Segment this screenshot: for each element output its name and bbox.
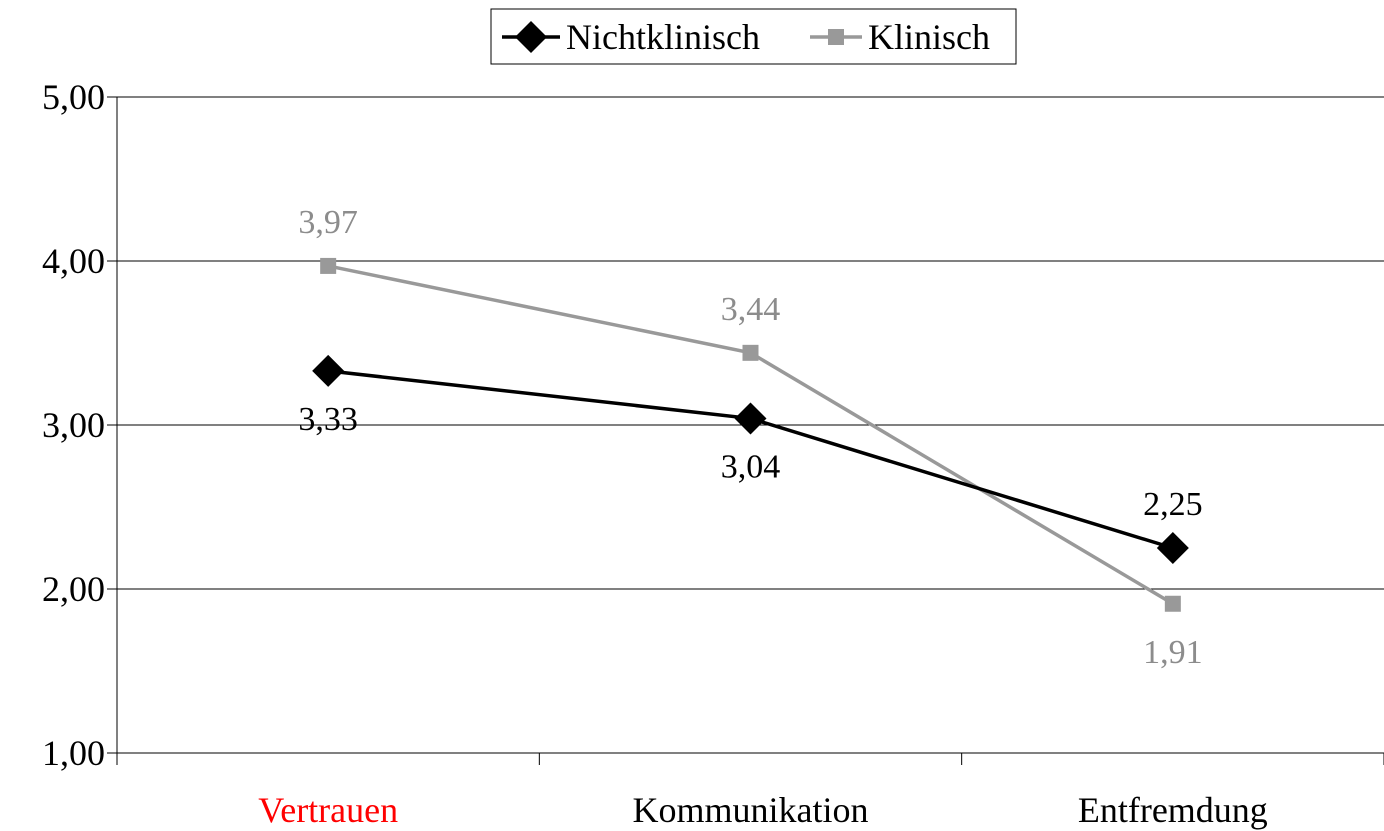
x-tick-label: Vertrauen [258, 790, 398, 830]
axes [116, 97, 1384, 754]
series-group [312, 257, 1189, 612]
data-label: 3,04 [721, 448, 781, 485]
diamond-marker [1156, 532, 1189, 564]
x-tick-label: Entfremdung [1078, 790, 1268, 830]
diamond-marker [734, 402, 767, 435]
square-marker [828, 29, 844, 45]
diamond-marker [312, 354, 345, 387]
data-label: 1,91 [1143, 634, 1203, 671]
data-label: 3,33 [298, 401, 358, 438]
y-tick-label: 1,00 [42, 733, 105, 773]
legend-box [490, 8, 1017, 65]
data-label: 3,44 [721, 291, 781, 328]
data-labels-group: 3,97 3,44 1,91 3,33 3,04 2,25 [298, 204, 1202, 671]
legend-label: Nichtklinisch [566, 17, 760, 57]
y-tick-label: 4,00 [42, 241, 105, 281]
y-tick-labels: 1,00 2,00 3,00 4,00 5,00 [42, 77, 105, 773]
square-marker [1164, 595, 1181, 612]
legend: Nichtklinisch Klinisch [490, 8, 1017, 65]
diamond-marker [515, 21, 547, 53]
x-tick-labels: Vertrauen Kommunikation Entfremdung [258, 790, 1268, 830]
y-tick-label: 5,00 [42, 77, 105, 117]
x-tick-label: Kommunikation [633, 790, 869, 830]
square-marker [742, 344, 759, 361]
y-tick-label: 3,00 [42, 405, 105, 445]
data-label: 3,97 [298, 204, 358, 241]
legend-label: Klinisch [868, 17, 990, 57]
square-marker [320, 257, 337, 274]
y-tick-label: 2,00 [42, 569, 105, 609]
data-label: 2,25 [1143, 486, 1203, 523]
